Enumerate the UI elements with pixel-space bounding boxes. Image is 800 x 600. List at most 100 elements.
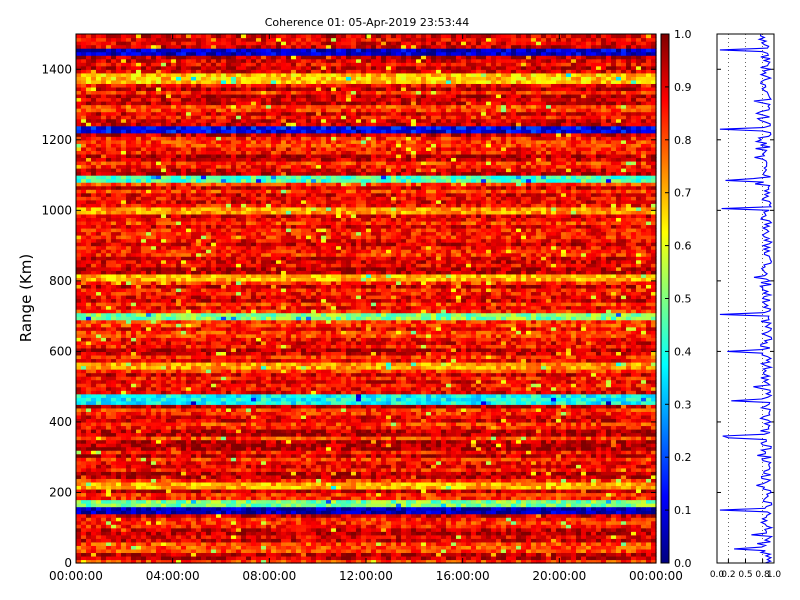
heatmap-cell [336, 485, 342, 489]
heatmap-cell [451, 425, 457, 429]
heatmap-cell [111, 408, 117, 412]
heatmap-cell [436, 471, 442, 475]
heatmap-cell [156, 528, 162, 532]
heatmap-cell [311, 475, 317, 479]
heatmap-cell [611, 500, 617, 504]
heatmap-cell [266, 422, 272, 426]
heatmap-cell [191, 556, 197, 560]
heatmap-cell [101, 545, 107, 549]
heatmap-cell [606, 549, 612, 553]
heatmap-cell [106, 464, 112, 468]
heatmap-cell [481, 496, 487, 500]
heatmap-cell [101, 471, 107, 475]
heatmap-cell [476, 545, 482, 549]
heatmap-cell [151, 475, 157, 479]
heatmap-cell [226, 507, 232, 511]
heatmap-cell [86, 464, 92, 468]
heatmap-cell [631, 545, 637, 549]
heatmap-cell [361, 450, 367, 454]
heatmap-cell [586, 443, 592, 447]
heatmap-cell [466, 510, 472, 514]
heatmap-cell [221, 496, 227, 500]
heatmap-cell [646, 489, 652, 493]
heatmap-cell [151, 535, 157, 539]
heatmap-cell [361, 418, 367, 422]
heatmap-cell [436, 457, 442, 461]
heatmap-cell [516, 482, 522, 486]
heatmap-cell [571, 545, 577, 549]
heatmap-cell [626, 422, 632, 426]
heatmap-cell [261, 457, 267, 461]
heatmap-cell [171, 450, 177, 454]
heatmap-cell [491, 503, 497, 507]
heatmap-cell [641, 503, 647, 507]
heatmap-cell [126, 500, 132, 504]
heatmap-cell [506, 425, 512, 429]
heatmap-cell [516, 552, 522, 556]
heatmap-cell [76, 475, 82, 479]
heatmap-cell [201, 531, 207, 535]
heatmap-cell [116, 485, 122, 489]
heatmap-cell [281, 436, 287, 440]
heatmap-cell [631, 464, 637, 468]
heatmap-cell [316, 538, 322, 542]
heatmap-cell [391, 468, 397, 472]
heatmap-cell [571, 507, 577, 511]
heatmap-cell [546, 440, 552, 444]
heatmap-cell [491, 415, 497, 419]
heatmap-cell [156, 422, 162, 426]
heatmap-cell [81, 440, 87, 444]
heatmap-cell [126, 464, 132, 468]
heatmap-cell [91, 418, 97, 422]
heatmap-cell [211, 447, 217, 451]
heatmap-cell [76, 408, 82, 412]
heatmap-cell [306, 528, 312, 532]
heatmap-cell [271, 450, 277, 454]
heatmap-cell [306, 531, 312, 535]
heatmap-cell [291, 436, 297, 440]
heatmap-cell [461, 418, 467, 422]
heatmap-cell [441, 422, 447, 426]
heatmap-cell [316, 542, 322, 546]
heatmap-cell [181, 538, 187, 542]
heatmap-cell [341, 436, 347, 440]
heatmap-cell [581, 492, 587, 496]
heatmap-cell [591, 478, 597, 482]
heatmap-cell [106, 492, 112, 496]
heatmap-cell [411, 524, 417, 528]
heatmap-cell [526, 447, 532, 451]
heatmap-cell [346, 545, 352, 549]
heatmap-cell [146, 556, 152, 560]
heatmap-cell [361, 528, 367, 532]
heatmap-cell [601, 478, 607, 482]
heatmap-cell [311, 492, 317, 496]
heatmap-cell [216, 514, 222, 518]
heatmap-cell [326, 552, 332, 556]
heatmap-cell [276, 461, 282, 465]
heatmap-cell [611, 471, 617, 475]
heatmap-cell [421, 418, 427, 422]
heatmap-cell [221, 478, 227, 482]
heatmap-cell [356, 500, 362, 504]
heatmap-cell [561, 489, 567, 493]
heatmap-cell [466, 542, 472, 546]
heatmap-cell [256, 524, 262, 528]
heatmap-cell [141, 538, 147, 542]
heatmap-cell [211, 524, 217, 528]
heatmap-cell [581, 454, 587, 458]
heatmap-cell [486, 433, 492, 437]
heatmap-cell [441, 545, 447, 549]
heatmap-cell [401, 461, 407, 465]
heatmap-cell [296, 535, 302, 539]
heatmap-cell [526, 422, 532, 426]
heatmap-cell [546, 475, 552, 479]
heatmap-cell [406, 503, 412, 507]
heatmap-cell [221, 433, 227, 437]
heatmap-cell [306, 457, 312, 461]
heatmap-cell [211, 552, 217, 556]
heatmap-cell [481, 418, 487, 422]
heatmap-cell [406, 528, 412, 532]
heatmap-cell [561, 521, 567, 525]
heatmap-cell [626, 514, 632, 518]
heatmap-cell [386, 461, 392, 465]
